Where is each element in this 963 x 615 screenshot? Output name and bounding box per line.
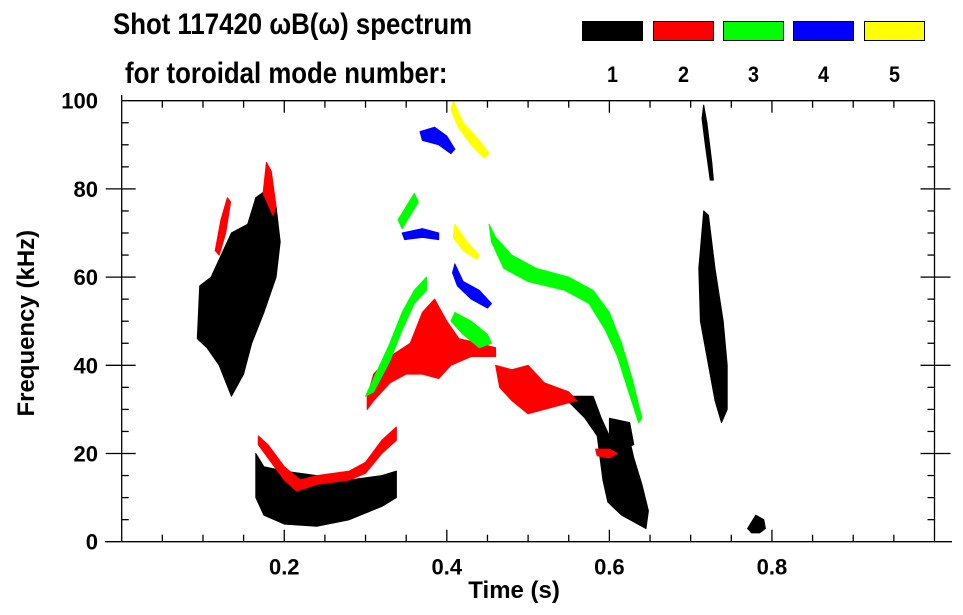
x-tick-label: 0.2 [269,555,300,580]
x-tick-label: 0.8 [757,555,788,580]
mode-region-3-4 [488,223,643,424]
mode-region-1-5 [698,210,728,424]
x-axis-title: Time (s) [468,577,560,604]
y-tick-label: 100 [61,89,98,114]
mode-region-5-2 [452,223,480,260]
mode-region-3-1 [365,276,427,397]
legend-label-5: 5 [888,62,901,87]
y-tick-label: 20 [74,442,98,467]
series-n-3 [365,192,643,424]
x-tick-label: 0.4 [432,555,463,580]
series-n-5 [450,100,490,260]
mode-region-4-2 [401,228,440,241]
chart-title: Shot 117420 ωB(ω) spectrum [113,8,473,41]
spectral-regions [196,100,766,534]
mode-region-3-2 [397,192,419,230]
axes: 0.2 0.4 0.6 0.8 0 20 40 60 80 100 [61,89,952,580]
mode-region-4-3 [452,263,492,309]
legend-label-2: 2 [677,62,690,87]
mode-region-2-1 [214,197,232,256]
legend-swatch-1 [582,21,643,41]
mode-region-1-2 [255,453,397,527]
legend-label-3: 3 [747,62,760,87]
mode-region-1-3 [562,395,649,529]
legend-label-1: 1 [606,62,619,87]
mode-region-2-2 [262,161,277,216]
y-tick-label: 0 [86,530,98,555]
series-n-1 [196,104,766,534]
mode-region-1-6 [701,104,714,181]
legend-swatch-2 [653,21,714,41]
mode-region-2-4 [366,298,497,410]
x-tick-label: 0.6 [594,555,625,580]
y-tick-label: 60 [74,265,98,290]
mode-region-1-7 [747,514,766,534]
legend-swatch-5 [864,21,925,41]
series-n-2 [214,161,618,492]
y-tick-label: 40 [74,353,98,378]
legend-swatch-4 [793,21,854,41]
y-tick-label: 80 [74,177,98,202]
chart-subtitle: for toroidal mode number: [125,57,448,90]
y-axis-title: Frequency (kHz) [13,230,40,417]
mode-region-2-5 [495,364,578,415]
mode-region-1-4 [608,417,635,450]
legend-swatch-3 [723,21,784,41]
mode-region-3-3 [450,311,492,349]
legend-label-4: 4 [817,62,830,87]
mode-region-5-1 [450,100,490,159]
series-n-4 [401,126,492,309]
mode-region-2-3 [257,426,397,492]
mode-region-1-1 [196,188,281,397]
mode-region-2-6 [595,448,618,459]
mode-region-4-1 [419,126,456,155]
